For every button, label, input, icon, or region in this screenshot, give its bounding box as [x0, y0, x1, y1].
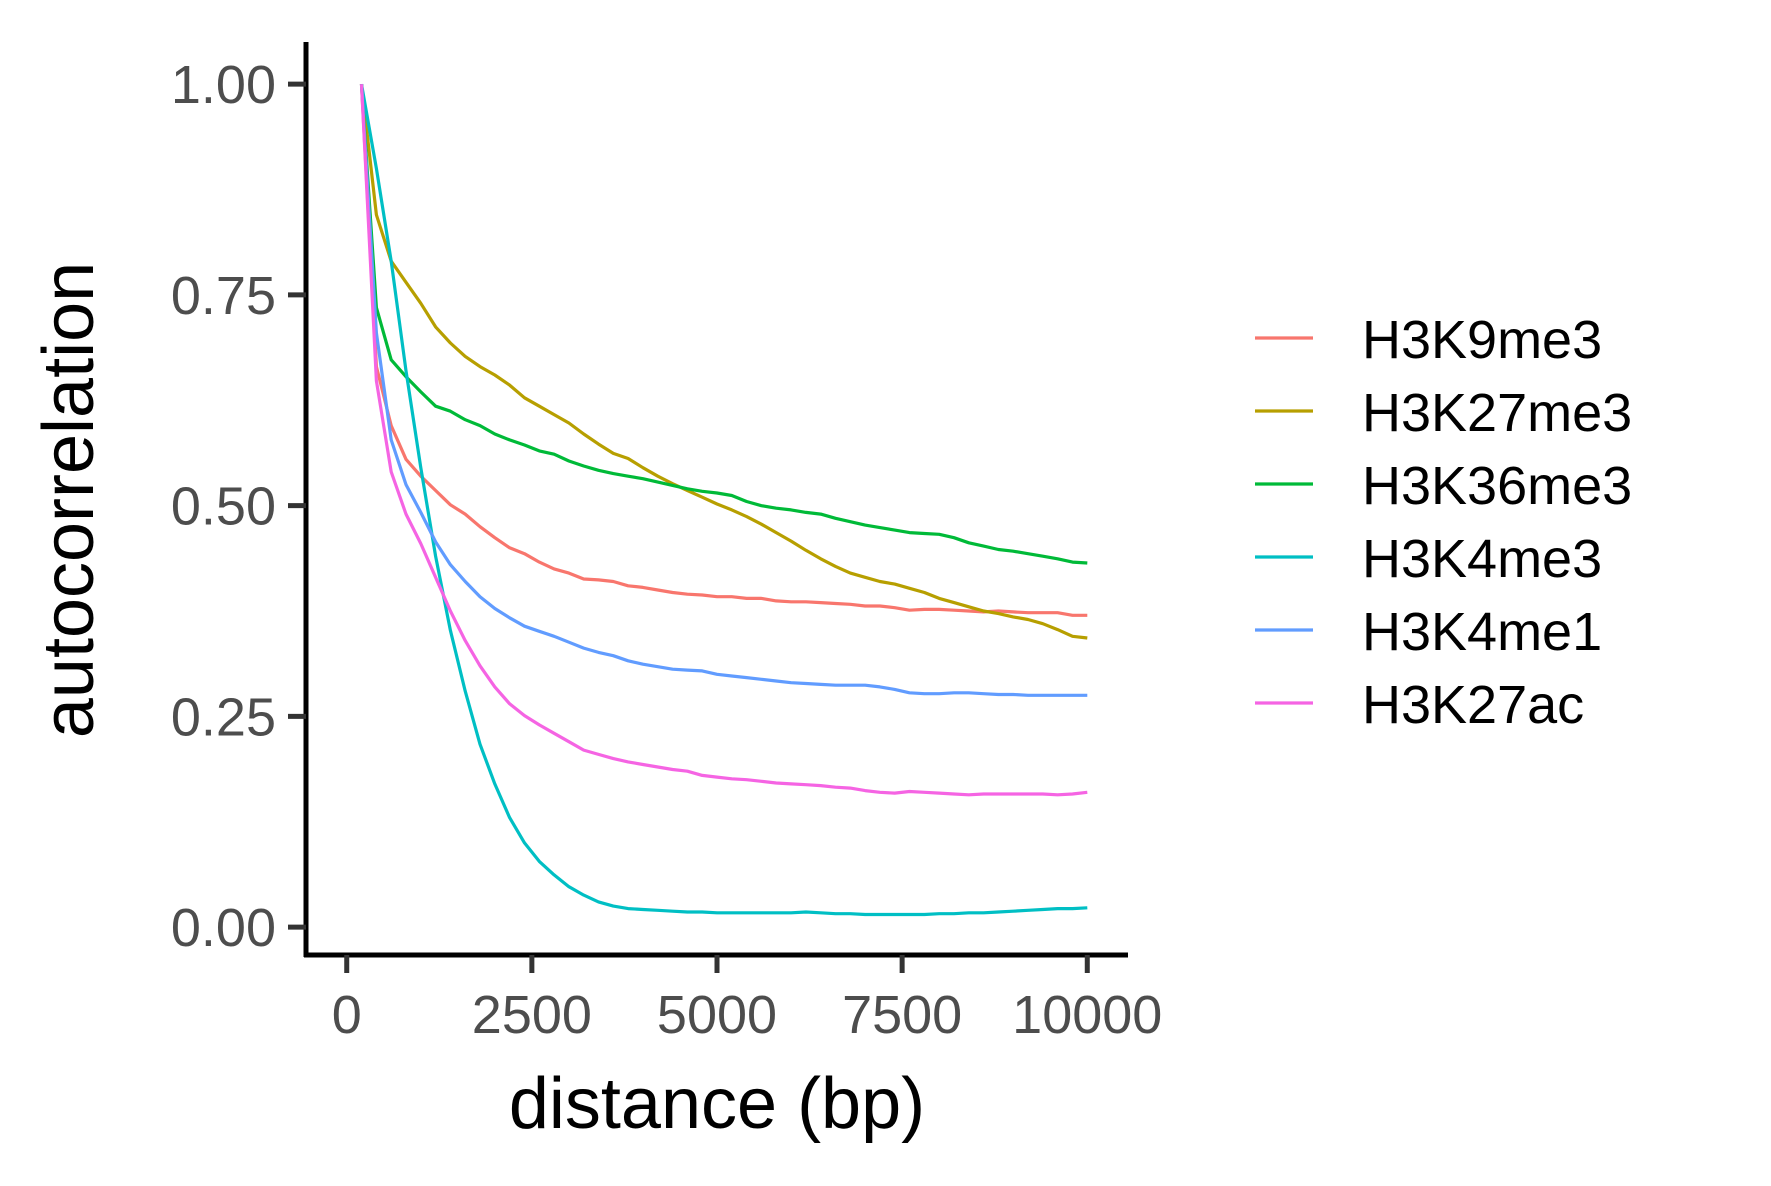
- legend-label-h3k36me3: H3K36me3: [1362, 456, 1632, 516]
- x-axis-ticks: 0 2500 5000 7500 10000: [332, 955, 1162, 1045]
- y-tick-label: 1.00: [171, 55, 276, 115]
- series-line-h3k27ac: [359, 84, 1088, 797]
- x-tick-label: 7500: [842, 985, 962, 1045]
- y-axis-title: autocorrelation: [29, 262, 109, 738]
- legend-label-h3k27ac: H3K27ac: [1362, 675, 1584, 735]
- x-axis-title: distance (bp): [509, 1064, 925, 1144]
- lines-layer: [359, 83, 1088, 917]
- x-tick-label: 2500: [472, 985, 592, 1045]
- x-tick-label: 5000: [657, 985, 777, 1045]
- y-tick-label: 0.50: [171, 477, 276, 537]
- legend-label-h3k9me3: H3K9me3: [1362, 310, 1602, 370]
- series-line-h3k27me3: [359, 84, 1088, 640]
- legend-label-h3k4me3: H3K4me3: [1362, 529, 1602, 589]
- x-tick-label: 0: [332, 985, 362, 1045]
- series-line-h3k4me3: [359, 83, 1088, 917]
- y-tick-label: 0.00: [171, 898, 276, 958]
- y-axis-ticks: 0.00 0.25 0.50 0.75 1.00: [171, 55, 306, 958]
- series-line-h3k4me1: [359, 84, 1088, 697]
- legend-label-h3k4me1: H3K4me1: [1362, 602, 1602, 662]
- series-line-h3k36me3: [359, 84, 1088, 565]
- legend-label-h3k27me3: H3K27me3: [1362, 383, 1632, 443]
- series-line-h3k9me3: [359, 84, 1088, 617]
- legend: H3K9me3 H3K27me3 H3K36me3 H3K4me3 H3K4me1 H3K…: [1255, 310, 1632, 735]
- y-tick-label: 0.75: [171, 266, 276, 326]
- y-tick-label: 0.25: [171, 687, 276, 747]
- x-tick-label: 10000: [1012, 985, 1162, 1045]
